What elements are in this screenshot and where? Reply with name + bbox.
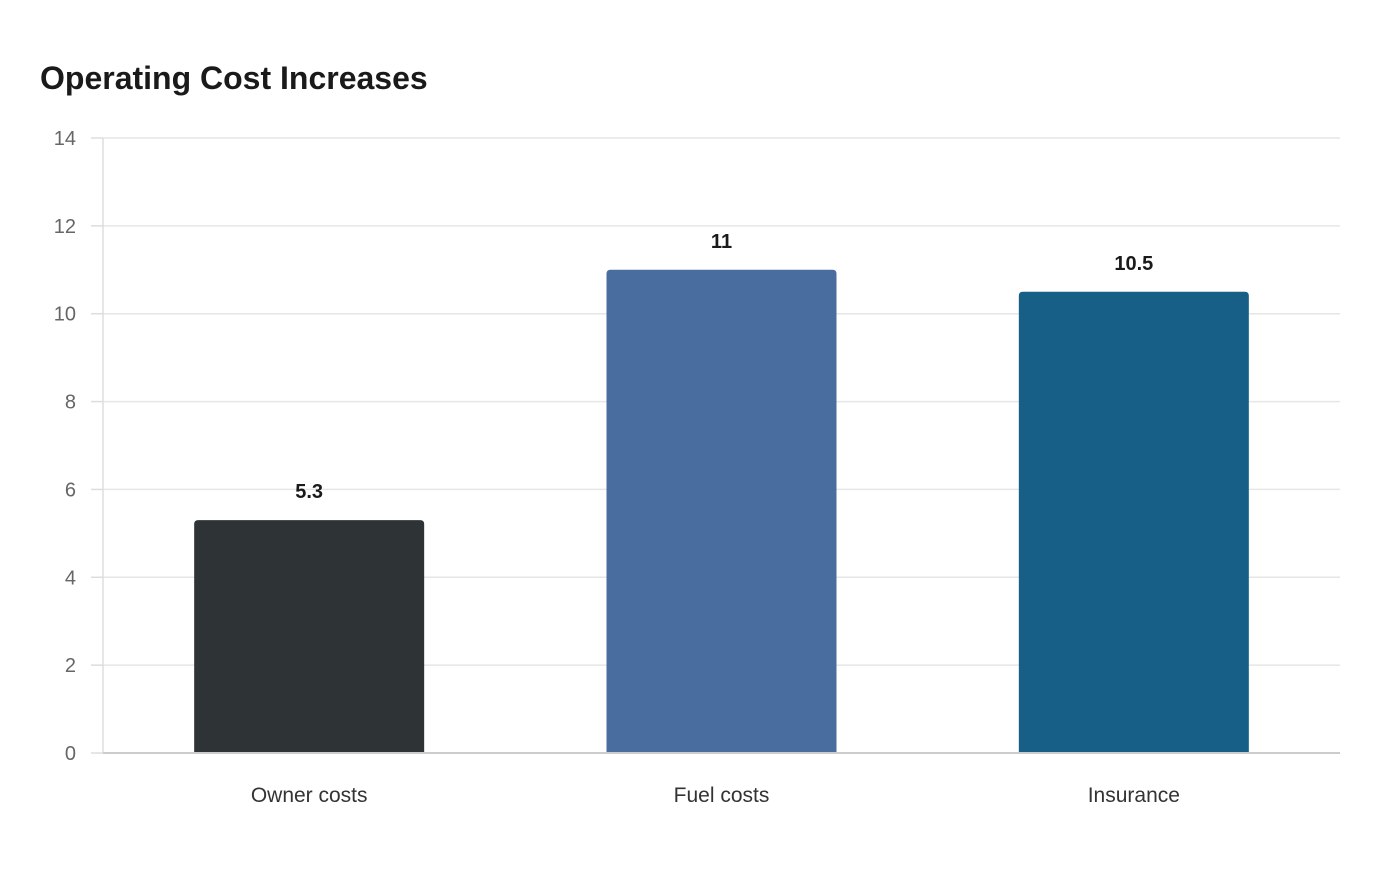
labels: 0 2 4 6 8 10 12 14 5.3 Owner costs 11 Fuel costs 10.…	[54, 128, 1180, 807]
data-label: 10.5	[1114, 253, 1153, 275]
y-tick-label: 14	[54, 128, 76, 150]
x-category-label: Owner costs	[251, 784, 368, 807]
data-label: 11	[711, 231, 732, 253]
bar-insurance	[1018, 291, 1249, 753]
chart-title: Operating Cost Increases	[40, 60, 428, 96]
y-tick-label: 0	[65, 743, 76, 765]
bar-owner-costs	[194, 520, 425, 753]
axes	[91, 137, 1340, 754]
bars	[194, 269, 1249, 753]
y-tick-label: 12	[54, 216, 76, 238]
y-tick-label: 2	[65, 655, 76, 677]
y-tick-label: 6	[65, 479, 76, 501]
y-tick-label: 4	[65, 567, 76, 589]
y-tick-label: 10	[54, 304, 76, 326]
x-category-label: Fuel costs	[674, 784, 770, 807]
bar-fuel-costs	[606, 269, 837, 753]
x-category-label: Insurance	[1088, 784, 1180, 807]
y-tick-label: 8	[65, 392, 76, 414]
data-label: 5.3	[295, 481, 323, 503]
